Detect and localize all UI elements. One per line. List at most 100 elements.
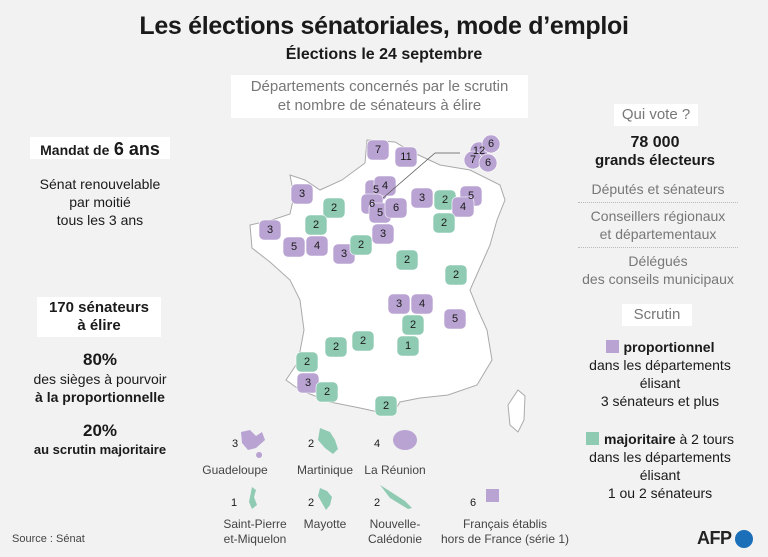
text-line: Conseillers régionaux <box>590 208 726 224</box>
department-seat-count: 1 <box>405 340 411 352</box>
mayotte-shape <box>318 488 332 510</box>
department-prop <box>478 153 498 173</box>
department-seat-count: 4 <box>382 180 388 192</box>
text-line: 170 sénateurs <box>48 299 150 316</box>
subtitle: Élections le 24 septembre <box>285 46 483 63</box>
text-line: Sénat renouvelable <box>39 176 161 192</box>
department-seat-count: 5 <box>468 190 474 202</box>
qui-vote-box: Qui vote ? <box>614 104 698 126</box>
francais-etranger-swatch <box>486 489 499 502</box>
corsica-outline <box>507 389 526 433</box>
senateurs-box: 170 sénateurs à élire <box>37 297 161 337</box>
department-seat-count: 4 <box>460 201 466 213</box>
map-caption: Départements concernés par le scrutin et… <box>231 75 528 118</box>
text-line: hors de France (série 1) <box>440 532 570 546</box>
legend-suffix: à 2 tours <box>675 431 734 447</box>
department-prop <box>371 223 395 245</box>
department-seat-count: 2 <box>442 194 448 206</box>
electeurs: 78 000 grands électeurs <box>570 134 740 169</box>
nouvelle-caledonie-shape <box>380 485 412 509</box>
department-maj <box>322 197 346 219</box>
department-prop <box>410 293 434 315</box>
department-prop <box>290 183 314 205</box>
paris-leader-line <box>382 152 436 199</box>
mandat-label: Mandat de <box>40 142 110 158</box>
overseas-seat-count: 6 <box>470 497 477 509</box>
reunion-shape <box>393 430 417 450</box>
department-seat-count: 2 <box>453 269 459 281</box>
text-line: 3 sénateurs et plus <box>600 393 720 409</box>
mandat-value: 6 ans <box>113 139 160 159</box>
overseas-seat-count: 2 <box>308 438 315 450</box>
department-maj <box>401 314 425 336</box>
department-prop <box>305 235 329 257</box>
text-line: Français établis <box>462 517 548 531</box>
department-maj <box>395 249 419 271</box>
group-item: Délégués des conseils municipaux <box>578 247 738 292</box>
text-line: des conseils municipaux <box>582 271 734 287</box>
overseas-seat-count: 2 <box>374 497 381 509</box>
department-seat-count: 6 <box>485 157 491 169</box>
department-prop <box>410 187 434 209</box>
department-maj <box>432 212 456 234</box>
department-seat-count: 5 <box>291 241 297 253</box>
legend-label: majoritaire <box>604 431 676 447</box>
overseas-seat-count: 1 <box>231 497 238 509</box>
department-seat-count: 6 <box>369 198 375 210</box>
department-prop <box>481 134 501 154</box>
martinique-shape <box>318 428 338 454</box>
department-prop <box>258 219 282 241</box>
department-maj <box>324 336 348 358</box>
text-line: à la proportionnelle <box>35 389 165 405</box>
department-seat-count: 3 <box>341 248 347 260</box>
source: Source : Sénat <box>12 533 85 545</box>
overseas-seat-count: 4 <box>374 438 381 450</box>
department-seat-count: 3 <box>396 298 402 310</box>
text-line: Calédonie <box>367 532 423 546</box>
text-line: au scrutin majoritaire <box>33 442 167 457</box>
department-seat-count: 3 <box>380 228 386 240</box>
electeurs-count: 78 000 <box>630 134 680 151</box>
department-seat-count: 2 <box>324 386 330 398</box>
department-prop <box>387 293 411 315</box>
legend-proportionnel: proportionnel dans les départements élis… <box>570 338 750 410</box>
overseas-name: Guadeloupe <box>202 463 268 477</box>
department-seat-count: 4 <box>314 240 320 252</box>
department-maj <box>351 330 375 352</box>
pct-value: 80% <box>82 350 118 369</box>
department-seat-count: 2 <box>358 239 364 251</box>
text-line: et départementaux <box>599 226 717 242</box>
department-prop <box>443 308 467 330</box>
overseas-name: Saint-Pierre et-Miquelon <box>220 517 290 547</box>
pct-value: 20% <box>82 421 118 440</box>
overseas-name: La Réunion <box>364 463 426 477</box>
department-maj <box>304 214 328 236</box>
mandat-box: Mandat de 6 ans <box>30 137 170 159</box>
saint-pierre-shape <box>249 487 257 509</box>
scrutin-box: Scrutin <box>622 304 692 326</box>
department-seat-count: 3 <box>419 192 425 204</box>
afp-logo-circle <box>734 529 753 548</box>
page-title: Les élections sénatoriales, mode d’emplo… <box>139 12 629 40</box>
department-seat-count: 2 <box>331 202 337 214</box>
map-caption-line: Départements concernés par le scrutin <box>250 78 509 95</box>
department-prop <box>394 146 418 168</box>
overseas-seat-count: 3 <box>232 438 239 450</box>
text-line: dans les départements <box>589 357 731 373</box>
text-line: dans les départements <box>589 449 731 465</box>
pct-proportionnelle: 80% des sièges à pourvoir à la proportio… <box>10 350 190 406</box>
department-seat-count: 3 <box>305 377 311 389</box>
department-seat-count: 2 <box>304 356 310 368</box>
department-seat-count: 2 <box>313 219 319 231</box>
department-seat-count: 6 <box>488 138 494 150</box>
majoritaire-swatch <box>586 432 600 445</box>
department-seat-count: 5 <box>373 184 379 196</box>
proportionnel-swatch <box>605 340 619 353</box>
department-seat-count: 2 <box>410 319 416 331</box>
map-caption-line: et nombre de sénateurs à élire <box>277 97 482 114</box>
text-line: Saint-Pierre <box>223 517 287 531</box>
department-seat-count: 3 <box>299 188 305 200</box>
text-line: tous les 3 ans <box>56 212 144 228</box>
afp-logo: AFP <box>697 528 753 549</box>
